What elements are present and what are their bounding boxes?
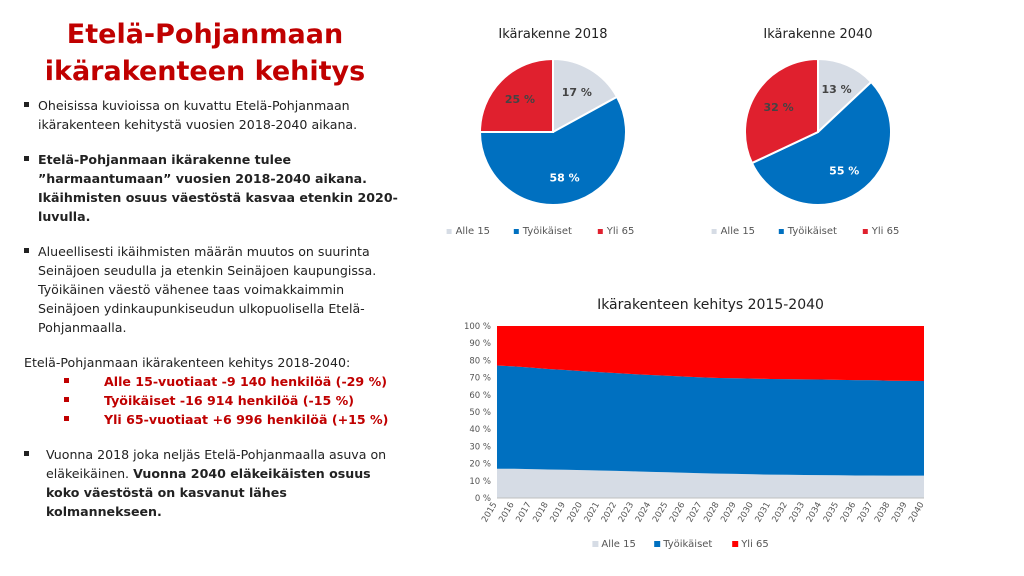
area-y-tick-label: 60 %: [469, 391, 491, 401]
pie-1-title: Ikärakenne 2018: [498, 27, 607, 42]
pie-2-data-label-2: 55 %: [829, 165, 859, 178]
pie-2-legend-label-1: Alle 15: [721, 226, 755, 237]
area-x-tick-label: 2030: [736, 501, 755, 525]
area-y-tick-label: 90 %: [469, 339, 491, 349]
area-x-tick-label: 2015: [480, 501, 499, 525]
area-x-tick-label: 2031: [753, 501, 772, 525]
pie-1-legend-label-3: Yli 65: [606, 226, 635, 237]
area-y-tick-label: 0 %: [475, 494, 491, 504]
area-x-tick-label: 2029: [719, 501, 738, 525]
area-x-tick-label: 2026: [668, 501, 687, 525]
pie-1-legend-label-1: Alle 15: [456, 226, 490, 237]
area-x-tick-label: 2022: [600, 501, 619, 525]
area-x-tick-label: 2036: [839, 501, 858, 525]
pie-2-slice-3: [744, 57, 819, 165]
area-x-tick-label: 2018: [531, 501, 550, 525]
summary-heading: Etelä-Pohjanmaan ikärakenteen kehitys 20…: [24, 355, 351, 370]
area-series-2: [497, 365, 924, 476]
slide-title: Etelä-Pohjanmaan ikärakenteen kehitys: [20, 16, 390, 90]
summary-item-children: Alle 15-vuotiaat -9 140 henkilöä (-29 %): [64, 372, 404, 391]
area-x-tick-label: 2019: [548, 501, 567, 525]
area-chart-title: Ikärakenteen kehitys 2015-2040: [597, 297, 824, 313]
area-x-tick-label: 2034: [805, 501, 824, 525]
pie-2-legend-marker-2: [778, 229, 784, 234]
area-legend-marker-1: [592, 541, 599, 547]
area-y-tick-label: 10 %: [469, 477, 491, 487]
area-x-tick-label: 2039: [890, 501, 909, 525]
pie-1-slice-3: [478, 57, 554, 133]
pie-2-legend-label-2: Työikäiset: [787, 226, 837, 237]
bullet-1: Oheisissa kuvioissa on kuvattu Etelä-Poh…: [24, 96, 404, 134]
pie-1-legend-marker-2: [513, 229, 519, 234]
area-x-tick-label: 2021: [583, 501, 602, 525]
pie-1-data-label-2: 58 %: [550, 171, 580, 184]
area-y-tick-label: 80 %: [469, 356, 491, 366]
pie-1-legend-marker-1: [446, 229, 452, 234]
area-y-tick-label: 30 %: [469, 442, 491, 452]
bullet-4: Vuonna 2018 joka neljäs Etelä-Pohjanmaal…: [24, 445, 404, 521]
area-legend-label-3: Yli 65: [740, 539, 769, 550]
area-x-tick-label: 2032: [770, 501, 789, 525]
summary-item-working-age: Työikäiset -16 914 henkilöä (-15 %): [64, 391, 404, 410]
pie-1-data-label-3: 25 %: [505, 93, 535, 106]
pie-2-data-label-1: 13 %: [821, 83, 851, 96]
area-x-tick-label: 2027: [685, 501, 704, 525]
pie-1-slice-2: [478, 95, 627, 206]
pie-1-legend-label-2: Työikäiset: [522, 226, 572, 237]
pie-1-legend-marker-3: [597, 229, 603, 234]
area-legend-label-2: Työikäiset: [662, 539, 712, 550]
pie-1-slice-1: [552, 57, 619, 134]
area-y-tick-label: 40 %: [469, 425, 491, 435]
bullet-3: Alueellisesti ikäihmisten määrän muutos …: [24, 242, 404, 337]
area-legend-marker-2: [654, 541, 661, 547]
bullet-4-normal: Vuonna 2018 joka neljäs Etelä-Pohjanmaal…: [46, 447, 387, 481]
pie-2-legend-label-3: Yli 65: [871, 226, 900, 237]
area-x-tick-label: 2020: [566, 501, 585, 525]
summary-item-elderly: Yli 65-vuotiaat +6 996 henkilöä (+15 %): [64, 410, 404, 429]
area-y-tick-label: 20 %: [469, 460, 491, 470]
area-x-tick-label: 2025: [651, 501, 670, 525]
area-x-tick-label: 2038: [873, 501, 892, 525]
bullet-2: Etelä-Pohjanmaan ikärakenne tulee ”harma…: [24, 150, 404, 226]
pie-2-data-label-3: 32 %: [763, 101, 793, 114]
area-y-tick-label: 70 %: [469, 374, 491, 384]
slide-title-line-2: ikärakenteen kehitys: [44, 56, 366, 87]
area-series-1: [497, 468, 924, 498]
slide-title-line-1: Etelä-Pohjanmaan: [66, 19, 344, 50]
bullet-4-bold: Vuonna 2040 eläkeikäisten osuus koko väe…: [46, 466, 371, 519]
area-x-tick-label: 2024: [634, 501, 653, 525]
area-x-tick-label: 2016: [497, 501, 516, 525]
area-x-tick-label: 2035: [822, 501, 841, 525]
area-x-tick-label: 2033: [788, 501, 807, 525]
area-x-tick-label: 2040: [907, 501, 926, 525]
pie-2-title: Ikärakenne 2040: [763, 27, 872, 42]
area-x-tick-label: 2017: [514, 501, 533, 525]
area-legend-label-1: Alle 15: [601, 539, 635, 550]
area-x-tick-label: 2028: [702, 501, 721, 525]
area-y-tick-label: 100 %: [464, 322, 491, 332]
area-legend-marker-3: [732, 541, 739, 547]
area-x-tick-label: 2037: [856, 501, 875, 525]
pie-2-legend-marker-3: [862, 229, 868, 234]
area-x-tick-label: 2023: [617, 501, 636, 525]
pie-1-data-label-1: 17 %: [562, 86, 592, 99]
pie-2-slice-1: [817, 57, 873, 135]
bullet-text-panel: Oheisissa kuvioissa on kuvattu Etelä-Poh…: [24, 96, 404, 521]
pie-2-legend-marker-1: [711, 229, 717, 234]
pie-2-slice-2: [750, 80, 892, 206]
area-y-tick-label: 50 %: [469, 408, 491, 418]
area-series-3: [497, 326, 924, 382]
